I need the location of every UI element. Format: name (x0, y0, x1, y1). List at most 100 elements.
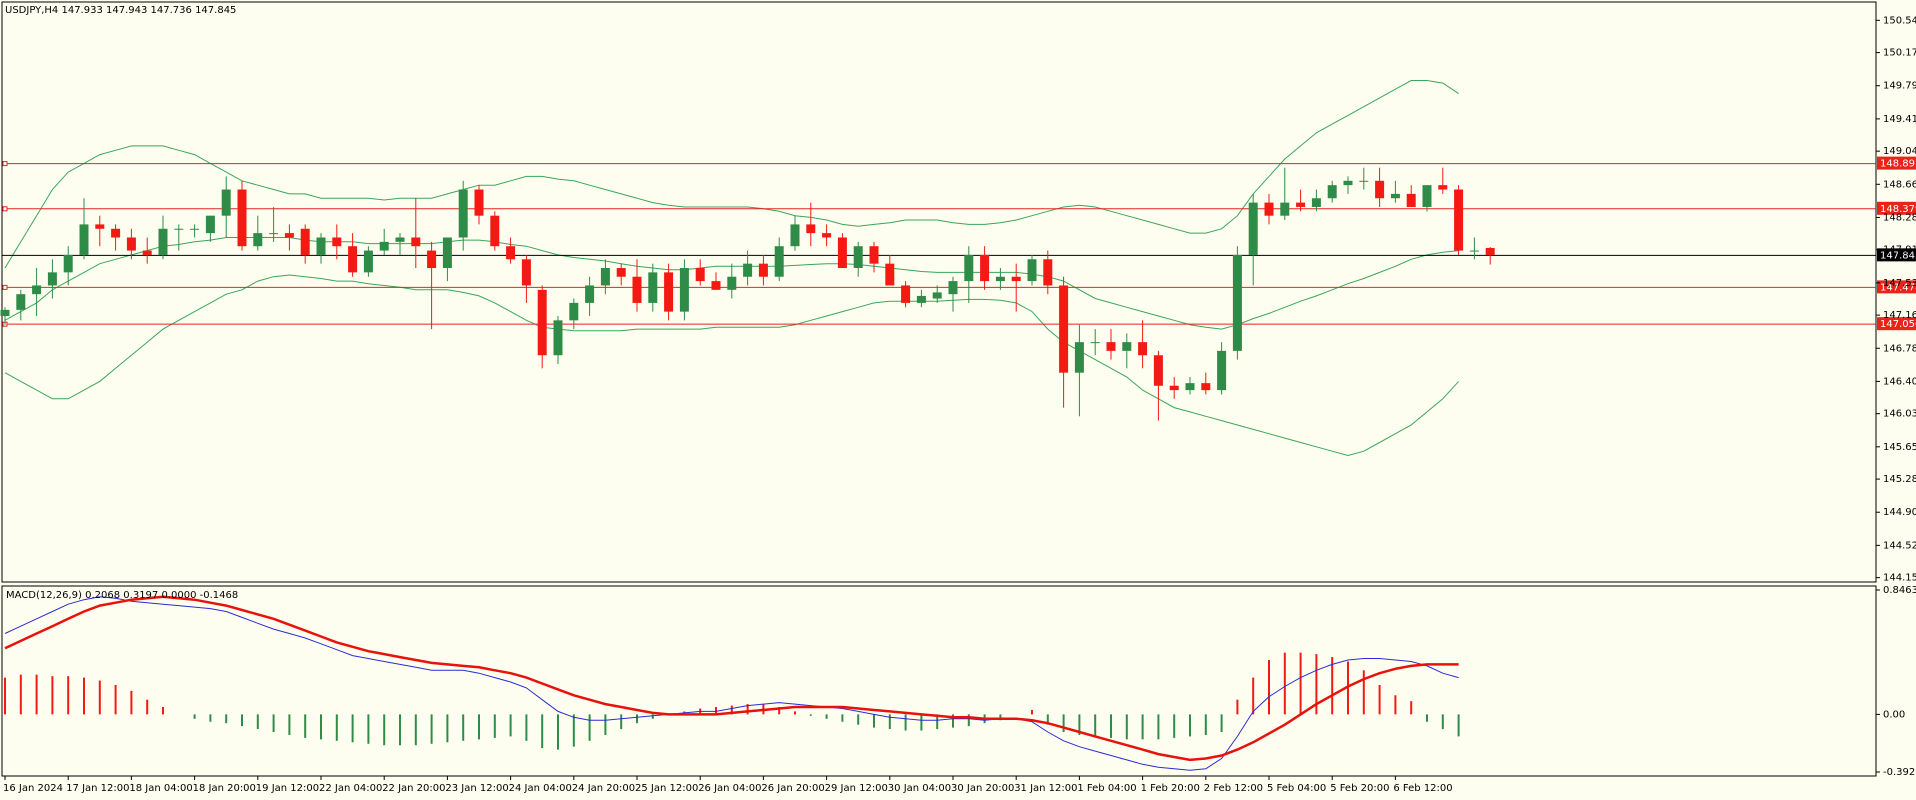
candle (205, 215, 215, 242)
candle (1248, 193, 1258, 286)
price-tick-label: 149.410 (1883, 114, 1916, 125)
price-tick-label: 147.530 (1883, 278, 1916, 289)
candle-body (964, 254, 974, 282)
candle (1153, 350, 1163, 421)
candle-body (869, 246, 879, 264)
time-tick-label: 24 Jan 04:00 (509, 783, 572, 794)
candle-body (0, 309, 10, 316)
candle-body (1122, 342, 1132, 351)
candle (727, 263, 737, 299)
time-tick-label: 5 Feb 20:00 (1330, 783, 1389, 794)
candle (521, 254, 531, 303)
price-tick-label: 149.040 (1883, 146, 1916, 157)
candle (395, 233, 405, 255)
candle (585, 276, 595, 316)
candle (869, 241, 879, 273)
candle (1027, 254, 1037, 286)
time-tick-label: 29 Jan 12:00 (825, 783, 888, 794)
candle (190, 224, 200, 238)
price-tick-label: 145.280 (1883, 474, 1916, 485)
time-tick-label: 17 Jan 12:00 (66, 783, 129, 794)
time-tick-label: 31 Jan 12:00 (1014, 783, 1077, 794)
candle (332, 224, 342, 260)
time-tick-label: 18 Jan 04:00 (129, 783, 192, 794)
price-tick-label: 149.790 (1883, 81, 1916, 92)
candle (1343, 176, 1353, 194)
candle (174, 224, 184, 251)
candle-body (1390, 193, 1400, 199)
candle (1106, 329, 1116, 360)
candle-body (474, 189, 484, 216)
candle-body (1169, 385, 1179, 391)
level-anchor (2, 284, 8, 290)
candle-body (442, 237, 452, 269)
candle-body (1090, 342, 1100, 344)
time-tick-label: 19 Jan 12:00 (256, 783, 319, 794)
price-tick-label: 146.780 (1883, 343, 1916, 354)
candle (1232, 246, 1242, 360)
candle-body (758, 263, 768, 277)
candle-body (1059, 285, 1069, 373)
candle-body (616, 268, 626, 277)
candle-body (648, 272, 658, 303)
candle (616, 263, 626, 286)
macd-tick-label: 0.00 (1883, 709, 1905, 720)
candle (553, 315, 563, 364)
candle (1422, 185, 1432, 212)
candle-body (63, 254, 73, 273)
candle (1011, 263, 1021, 312)
candle (142, 237, 152, 264)
candle (648, 263, 658, 312)
candle (1469, 237, 1479, 260)
time-tick-label: 6 Feb 12:00 (1393, 783, 1452, 794)
candle-body (79, 224, 89, 255)
time-tick-label: 30 Jan 20:00 (951, 783, 1014, 794)
candle-body (142, 250, 152, 255)
candle-body (790, 224, 800, 247)
candle (537, 285, 547, 369)
candle (284, 224, 294, 251)
candle-body (1280, 202, 1290, 216)
time-tick-label: 23 Jan 12:00 (445, 783, 508, 794)
candle-body (221, 189, 231, 216)
candle-body (205, 215, 215, 234)
candle-body (632, 276, 642, 303)
candle-body (1454, 189, 1464, 251)
candle-body (300, 228, 310, 255)
candle (743, 250, 753, 286)
time-tick-label: 16 Jan 2024 (3, 783, 63, 794)
candle-body (332, 237, 342, 247)
candle (853, 241, 863, 277)
level-price-label: 148.379 (1880, 204, 1916, 215)
candle-body (32, 285, 42, 295)
candle (458, 180, 468, 251)
candle-body (521, 259, 531, 286)
macd-panel-frame (1, 585, 1877, 777)
candle (1059, 276, 1069, 408)
candle (679, 259, 689, 321)
price-tick-label: 144.150 (1883, 573, 1916, 584)
price-tick-label: 148.280 (1883, 212, 1916, 223)
time-tick-label: 25 Jan 12:00 (635, 783, 698, 794)
candle (427, 241, 437, 330)
candle (822, 224, 832, 247)
candle (569, 298, 579, 330)
candle (790, 215, 800, 251)
candle (1185, 377, 1195, 395)
macd-tick-label: 0.8463 (1883, 585, 1916, 596)
candle-body (553, 320, 563, 356)
candle (79, 198, 89, 260)
candle-body (743, 263, 753, 277)
price-tick-label: 147.910 (1883, 245, 1916, 256)
candle-body (1201, 383, 1211, 391)
level-price-tag (1877, 317, 1916, 331)
candle (1375, 167, 1385, 207)
candle-body (711, 281, 721, 290)
time-tick-label: 5 Feb 04:00 (1267, 783, 1326, 794)
candle-body (1375, 180, 1385, 199)
time-tick-label: 22 Jan 04:00 (319, 783, 382, 794)
candle-body (1138, 342, 1148, 356)
time-tick-label: 24 Jan 20:00 (572, 783, 635, 794)
candle-body (1217, 350, 1227, 391)
time-tick-label: 26 Jan 04:00 (698, 783, 761, 794)
